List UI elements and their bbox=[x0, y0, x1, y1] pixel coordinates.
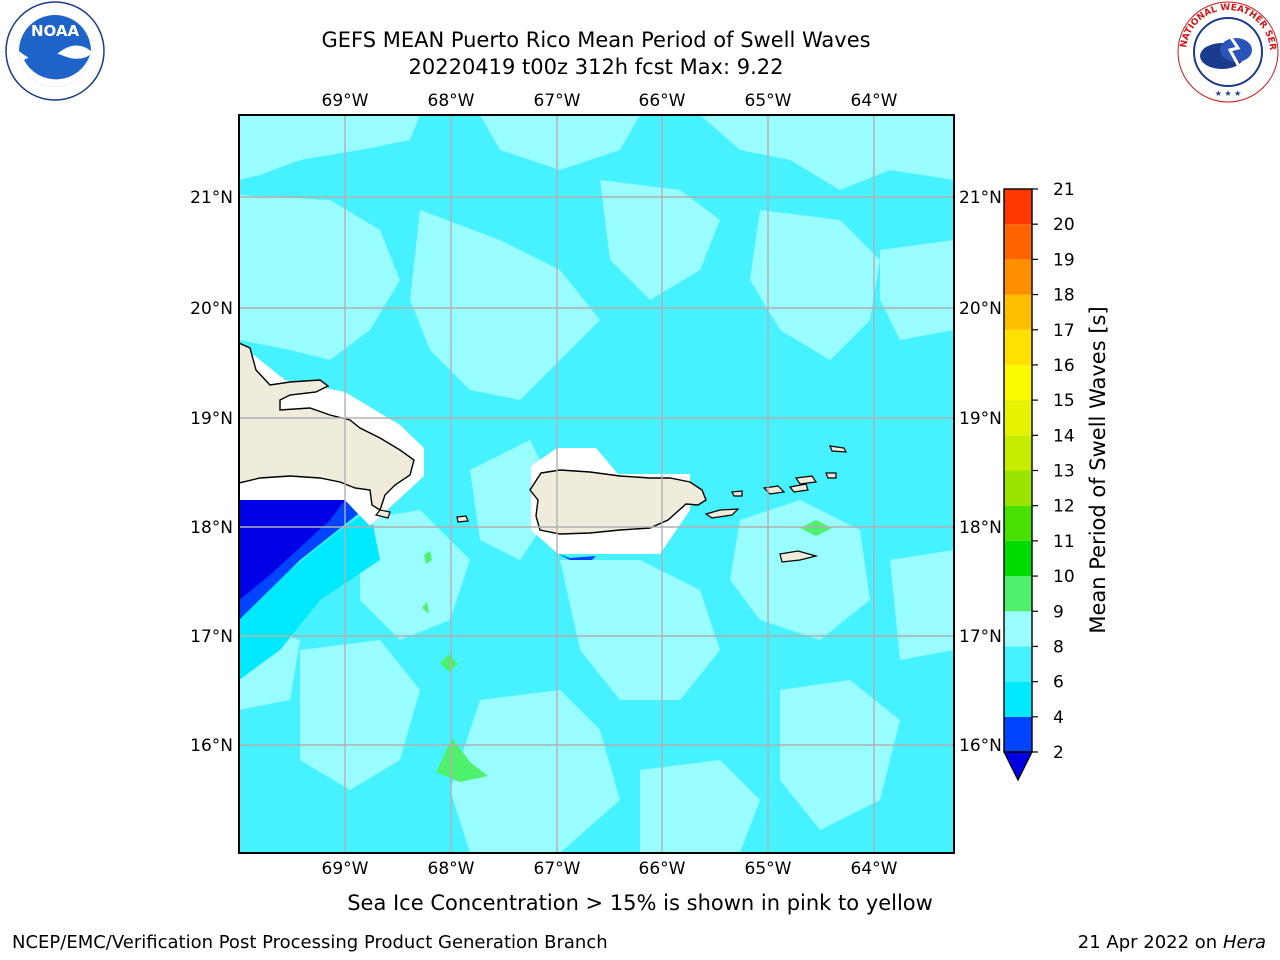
footer-date: 21 Apr 2022 on Hera bbox=[1078, 932, 1266, 953]
swell-9-10s-contours bbox=[422, 520, 832, 782]
colorbar-swatch bbox=[1004, 329, 1032, 365]
svg-text:NOAA: NOAA bbox=[31, 22, 80, 40]
map-plot-area bbox=[239, 115, 954, 853]
colorbar-tick-label: 6 bbox=[1053, 673, 1064, 693]
colorbar-swatch bbox=[1004, 470, 1032, 506]
lat-label: 18°N bbox=[959, 518, 1002, 538]
colorbar-swatch bbox=[1004, 189, 1032, 225]
colorbar-tick-label: 10 bbox=[1053, 567, 1075, 587]
colorbar-tick-label: 18 bbox=[1053, 286, 1075, 306]
colorbar-tick-label: 19 bbox=[1053, 250, 1075, 270]
colorbar-swatch bbox=[1004, 400, 1032, 436]
colorbar-tick-label: 20 bbox=[1053, 215, 1075, 235]
footer-host: Hera bbox=[1222, 932, 1266, 953]
colorbar-tick-label: 14 bbox=[1053, 426, 1075, 446]
swell-below-2s-contour bbox=[239, 500, 345, 600]
colorbar-swatch bbox=[1004, 576, 1032, 612]
colorbar-tick-label: 12 bbox=[1053, 497, 1075, 517]
lon-label: 64°W bbox=[851, 859, 898, 879]
colorbar-swatch bbox=[1004, 259, 1032, 295]
lon-label: 68°W bbox=[428, 91, 475, 111]
lon-label: 69°W bbox=[322, 91, 369, 111]
colorbar-swatch bbox=[1004, 294, 1032, 330]
lon-labels-top: 69°W 68°W 67°W 66°W 65°W 64°W bbox=[322, 91, 898, 111]
noaa-logo: NOAA bbox=[5, 1, 105, 101]
lon-labels-bottom: 69°W 68°W 67°W 66°W 65°W 64°W bbox=[322, 859, 898, 879]
colorbar-swatch bbox=[1004, 646, 1032, 682]
footer-branch: NCEP/EMC/Verification Post Processing Pr… bbox=[12, 932, 608, 953]
colorbar-swatch bbox=[1004, 681, 1032, 717]
lon-label: 65°W bbox=[745, 859, 792, 879]
lon-label: 65°W bbox=[745, 91, 792, 111]
colorbar-tick-label: 13 bbox=[1053, 462, 1075, 482]
lat-label: 18°N bbox=[190, 518, 233, 538]
colorbar-tick-label: 11 bbox=[1053, 532, 1075, 552]
footer-date-text: 21 Apr 2022 on bbox=[1077, 932, 1223, 953]
colorbar-swatch bbox=[1004, 716, 1032, 752]
colorbar-swatch bbox=[1004, 505, 1032, 541]
lat-label: 20°N bbox=[959, 299, 1002, 319]
lat-label: 19°N bbox=[959, 409, 1002, 429]
lat-label: 16°N bbox=[959, 736, 1002, 756]
hispaniola-land bbox=[239, 342, 415, 512]
colorbar-tick-label: 21 bbox=[1053, 180, 1075, 200]
map-frame bbox=[238, 114, 955, 854]
colorbar-tick-label: 16 bbox=[1053, 356, 1075, 376]
lon-label: 67°W bbox=[534, 91, 581, 111]
small-islands bbox=[456, 445, 848, 563]
graticule bbox=[239, 115, 954, 853]
nws-logo: NATIONAL WEATHER SERVICE ★ ★ ★ bbox=[1176, 0, 1279, 103]
lat-label: 16°N bbox=[190, 736, 233, 756]
colorbar-tick-label: 4 bbox=[1053, 708, 1064, 728]
colorbar-under-arrow bbox=[1003, 751, 1033, 782]
lon-label: 68°W bbox=[428, 859, 475, 879]
lon-label: 66°W bbox=[639, 91, 686, 111]
lon-label: 64°W bbox=[851, 91, 898, 111]
lat-label: 20°N bbox=[190, 299, 233, 319]
svg-text:★ ★ ★: ★ ★ ★ bbox=[1215, 89, 1242, 98]
lat-label: 17°N bbox=[190, 627, 233, 647]
lon-label: 69°W bbox=[322, 859, 369, 879]
sea-ice-note: Sea Ice Concentration > 15% is shown in … bbox=[347, 891, 933, 915]
swell-2-4s-south-pr bbox=[558, 554, 596, 560]
colorbar-tick-label: 17 bbox=[1053, 321, 1075, 341]
lat-labels-right: 21°N 20°N 19°N 18°N 17°N 16°N bbox=[959, 188, 1002, 756]
colorbar-swatch bbox=[1004, 364, 1032, 401]
colorbar-swatch bbox=[1004, 224, 1032, 260]
isla-saona bbox=[374, 509, 391, 519]
colorbar-swatch bbox=[1004, 435, 1032, 471]
lon-label: 66°W bbox=[639, 859, 686, 879]
lat-label: 21°N bbox=[190, 188, 233, 208]
lat-labels-left: 21°N 20°N 19°N 18°N 17°N 16°N bbox=[190, 188, 233, 756]
colorbar-swatch bbox=[1004, 611, 1032, 647]
lon-label: 67°W bbox=[534, 859, 581, 879]
colorbar-tick-label: 2 bbox=[1053, 743, 1064, 763]
map-title: GEFS MEAN Puerto Rico Mean Period of Swe… bbox=[321, 28, 871, 52]
lat-label: 19°N bbox=[190, 409, 233, 429]
colorbar-tick-label: 15 bbox=[1053, 391, 1075, 411]
colorbar: 2 4 6 8 9 10 11 12 13 14 15 16 17 18 19 20 21 bbox=[1003, 180, 1075, 782]
colorbar-swatch bbox=[1004, 540, 1032, 577]
map-subtitle: 20220419 t00z 312h fcst Max: 9.22 bbox=[408, 55, 784, 79]
colorbar-tick-label: 9 bbox=[1053, 602, 1064, 622]
colorbar-title: Mean Period of Swell Waves [s] bbox=[1086, 306, 1110, 634]
lat-label: 21°N bbox=[959, 188, 1002, 208]
lat-label: 17°N bbox=[959, 627, 1002, 647]
colorbar-tick-label: 8 bbox=[1053, 637, 1064, 657]
